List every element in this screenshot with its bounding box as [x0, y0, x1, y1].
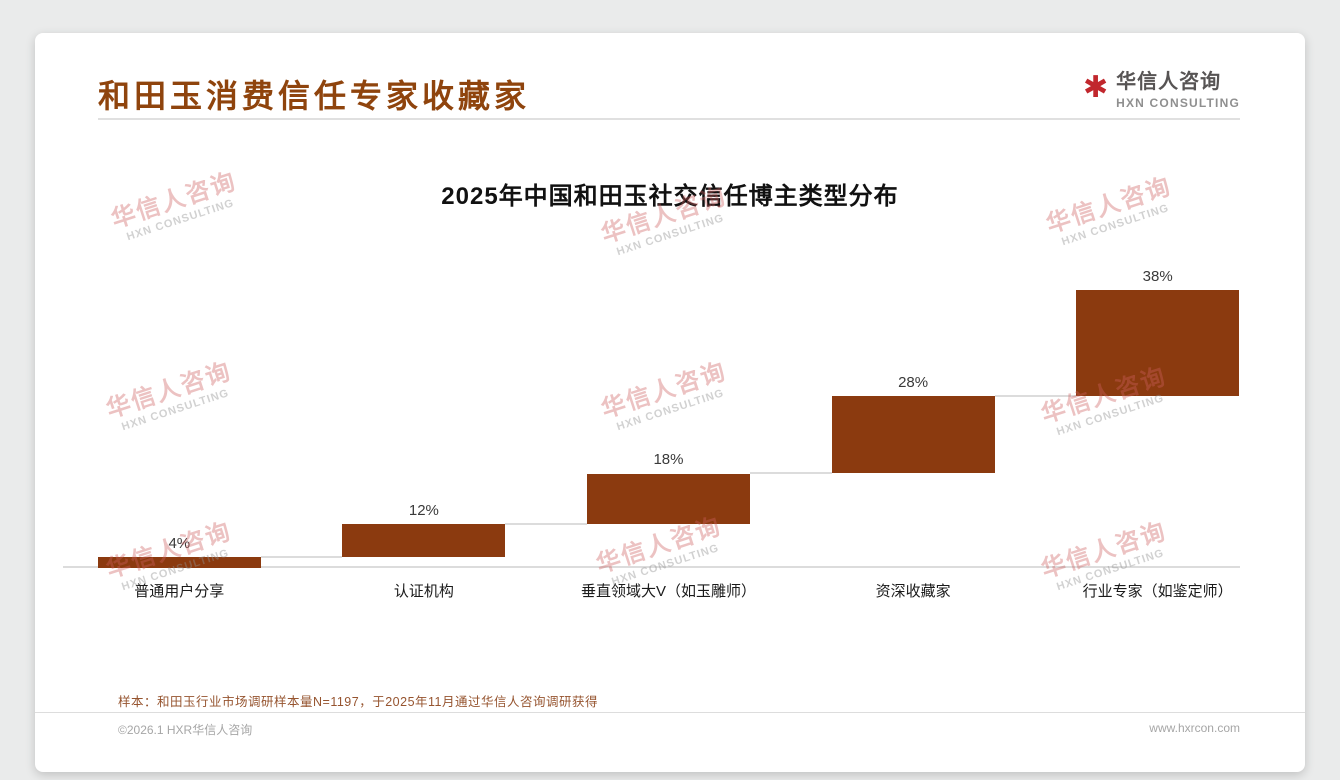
bar-value-label: 4% [168, 534, 191, 552]
footer-copyright: ©2026.1 HXR华信人咨询 [118, 723, 253, 737]
logo-text: 华信人咨询 HXN CONSULTING [1116, 65, 1240, 110]
footer-divider [35, 712, 1305, 713]
x-axis-baseline [63, 566, 1240, 568]
bar-value-label: 18% [653, 451, 684, 469]
waterfall-connector [260, 555, 343, 558]
bar-value-label: 38% [1142, 268, 1173, 285]
waterfall-connector [750, 472, 832, 475]
x-axis-label: 行业专家（如鉴定师） [1082, 583, 1233, 600]
footer-website: www.hxrcon.com [1149, 721, 1240, 735]
company-logo: ✱ 华信人咨询 HXN CONSULTING [1083, 65, 1240, 110]
logo-name-en: HXN CONSULTING [1116, 96, 1240, 110]
waterfall-connector [994, 394, 1077, 397]
waterfall-connector [505, 522, 587, 525]
report-card: 和田玉消费信任专家收藏家 ✱ 华信人咨询 HXN CONSULTING 2025… [35, 33, 1305, 772]
bar-value-label: 28% [898, 373, 929, 391]
x-axis-labels-row: 普通用户分享 认证机构 垂直领域大V（如玉雕师） 资深收藏家 行业专家（如鉴定师） [57, 580, 1280, 601]
logo-name-cn: 华信人咨询 [1116, 71, 1222, 93]
bar-2 [587, 473, 750, 524]
page-title: 和田玉消费信任专家收藏家 [98, 78, 531, 114]
x-axis-label: 普通用户分享 [134, 583, 225, 600]
chart-title: 2025年中国和田玉社交信任博主类型分布 [441, 183, 899, 210]
bar-4 [1076, 290, 1240, 396]
bar-3 [831, 395, 995, 474]
bar-1 [342, 523, 506, 557]
sample-note: 样本：和田玉行业市场调研样本量N=1197，于2025年11月通过华信人咨询调研… [118, 695, 598, 709]
x-axis-label: 资深收藏家 [875, 583, 951, 600]
x-axis-label: 垂直领域大V（如玉雕师） [580, 583, 756, 600]
header-divider [98, 118, 1240, 120]
bar-0 [97, 556, 261, 568]
logo-asterisk-icon: ✱ [1082, 70, 1109, 104]
x-axis-label: 认证机构 [393, 583, 454, 600]
plot-area: 4% 12% 18% 28% 38% [57, 233, 1280, 568]
bar-value-label: 12% [408, 501, 439, 519]
